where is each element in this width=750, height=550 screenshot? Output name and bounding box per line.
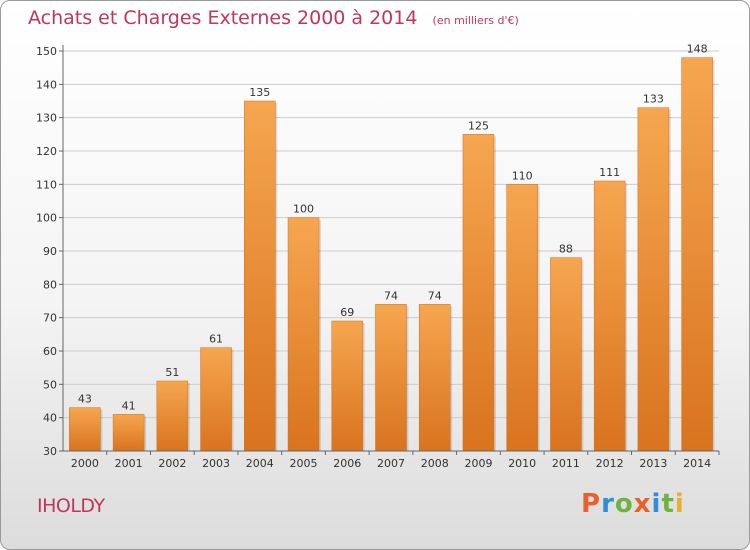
x-tick-label: 2001 [115, 457, 143, 470]
bar-layer: 43 41 51 61 135 100 69 74 74 125 110 88 111 133 148 [69, 43, 715, 452]
brand-letter: P [581, 489, 602, 519]
brand-letter: r [601, 489, 615, 519]
bar-value-label: 69 [340, 306, 354, 319]
y-tick-label: 50 [43, 378, 57, 391]
x-tick-label: 2014 [683, 457, 711, 470]
y-tick-label: 80 [43, 278, 57, 291]
x-tick-label: 2008 [421, 457, 449, 470]
commune-name: IHOLDY [37, 495, 105, 517]
bar-value-label: 88 [559, 243, 573, 256]
bar-value-label: 74 [428, 289, 442, 302]
brand-letter: x [633, 489, 652, 519]
bar [287, 217, 320, 452]
x-tick-label: 2011 [552, 457, 580, 470]
x-tick-label: 2013 [639, 457, 667, 470]
bar [200, 347, 232, 452]
bar [112, 414, 145, 452]
brand-letter: i [674, 489, 685, 519]
x-tick-label: 2004 [246, 457, 274, 470]
x-tick-label: 2006 [333, 457, 361, 470]
bar [375, 304, 407, 452]
bar-value-label: 135 [249, 86, 270, 99]
bar [331, 320, 364, 452]
bar-value-label: 74 [384, 289, 398, 302]
x-tick-label: 2009 [464, 457, 492, 470]
y-tick-label: 60 [43, 345, 57, 358]
y-tick-label: 140 [36, 78, 57, 91]
proxiti-logo: Proxiti [581, 489, 685, 519]
bar-value-label: 41 [122, 399, 136, 412]
x-tick-label: 2007 [377, 457, 405, 470]
y-tick-label: 30 [43, 445, 57, 458]
y-tick-label: 70 [43, 312, 57, 325]
y-tick-label: 110 [36, 178, 57, 191]
bar [462, 134, 495, 452]
x-tick-label: 2003 [202, 457, 230, 470]
axis-layer: 30 40 50 60 70 80 90 100 110 120 130 140 150 2000 2001… [36, 45, 720, 470]
x-tick-label: 2000 [71, 457, 99, 470]
y-tick-label: 130 [36, 112, 57, 125]
brand-letter: o [614, 489, 634, 519]
y-tick-label: 100 [36, 212, 57, 225]
x-tick-label: 2012 [596, 457, 624, 470]
bar [156, 380, 189, 452]
y-tick-label: 40 [43, 412, 57, 425]
bar [593, 180, 626, 452]
brand-letter: i [651, 489, 662, 519]
bar-value-label: 110 [512, 169, 533, 182]
chart-title: Achats et Charges Externes 2000 à 2014 [28, 7, 418, 29]
bar-value-label: 133 [643, 93, 664, 106]
bar-value-label: 148 [687, 43, 708, 56]
x-tick-label: 2002 [158, 457, 186, 470]
bar [637, 107, 670, 452]
bar [244, 100, 276, 452]
chart-subtitle: (en milliers d'€) [432, 14, 519, 27]
title-row: Achats et Charges Externes 2000 à 2014 (… [28, 7, 519, 29]
y-tick-label: 120 [36, 145, 57, 158]
bar-value-label: 125 [468, 119, 489, 132]
bar [506, 184, 538, 452]
bar [681, 57, 713, 452]
x-tick-label: 2005 [290, 457, 318, 470]
bar-value-label: 61 [209, 333, 223, 346]
y-tick-label: 150 [36, 45, 57, 58]
x-tick-label: 2010 [508, 457, 536, 470]
bar [418, 304, 451, 452]
bar-value-label: 100 [293, 203, 314, 216]
bar-value-label: 51 [165, 366, 179, 379]
y-tick-label: 90 [43, 245, 57, 258]
bar [550, 257, 582, 452]
brand-letter: t [661, 489, 675, 519]
bar [69, 407, 101, 452]
bar-value-label: 111 [599, 166, 620, 179]
bar-value-label: 43 [78, 393, 92, 406]
